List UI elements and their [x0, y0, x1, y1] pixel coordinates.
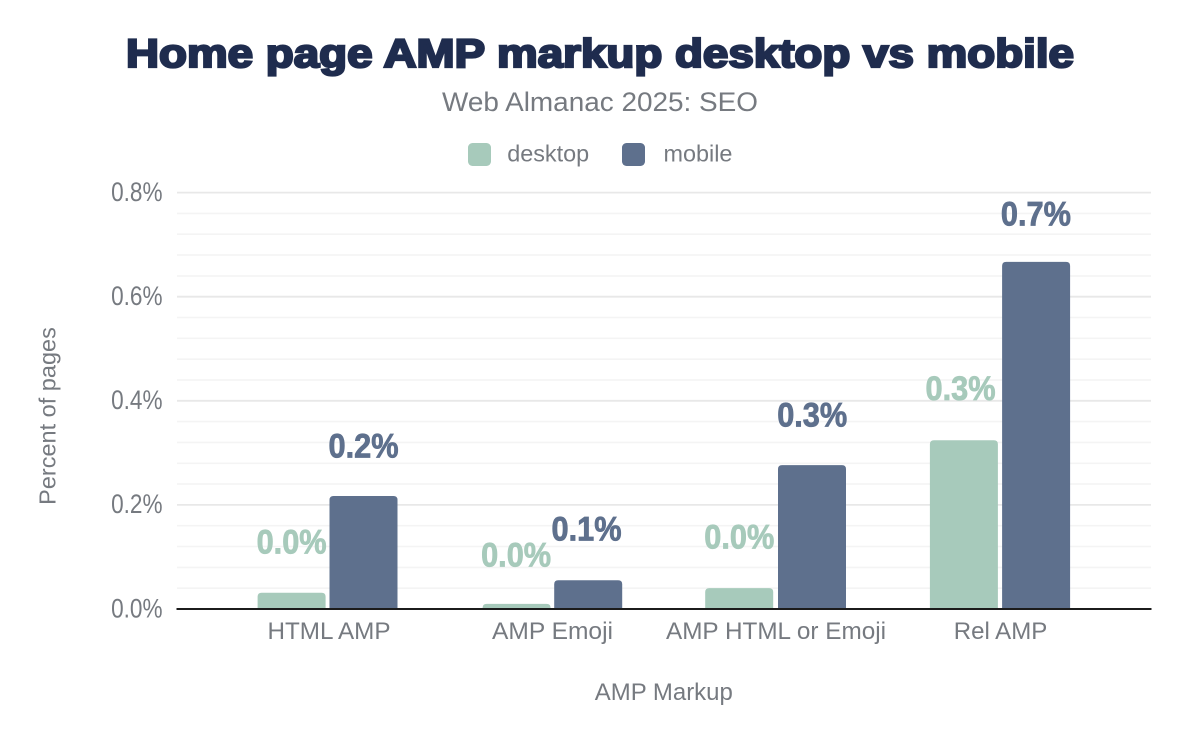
- svg-text:0.0%: 0.0%: [481, 537, 551, 575]
- svg-text:0.0%: 0.0%: [257, 524, 327, 562]
- svg-text:Rel AMP: Rel AMP: [954, 618, 1048, 645]
- svg-text:Percent of pages: Percent of pages: [35, 327, 61, 505]
- svg-text:0.2%: 0.2%: [111, 489, 162, 519]
- svg-text:AMP Markup: AMP Markup: [595, 679, 733, 706]
- svg-text:0.3%: 0.3%: [926, 370, 996, 408]
- svg-text:HTML AMP: HTML AMP: [268, 618, 391, 645]
- svg-text:0.3%: 0.3%: [777, 396, 847, 434]
- svg-text:0.0%: 0.0%: [704, 518, 774, 556]
- svg-text:0.1%: 0.1%: [552, 511, 622, 549]
- svg-text:mobile: mobile: [664, 141, 733, 167]
- svg-text:0.6%: 0.6%: [111, 281, 162, 311]
- svg-text:Home page AMP markup desktop v: Home page AMP markup desktop vs mobile: [126, 32, 1074, 76]
- svg-text:0.7%: 0.7%: [1001, 196, 1071, 234]
- svg-text:AMP HTML or Emoji: AMP HTML or Emoji: [666, 618, 886, 645]
- svg-text:0.8%: 0.8%: [111, 177, 162, 207]
- svg-text:desktop: desktop: [507, 141, 589, 167]
- svg-text:AMP Emoji: AMP Emoji: [492, 618, 613, 645]
- svg-text:0.4%: 0.4%: [111, 385, 162, 415]
- svg-text:0.2%: 0.2%: [329, 427, 399, 465]
- svg-text:Web Almanac 2025: SEO: Web Almanac 2025: SEO: [442, 87, 758, 117]
- svg-text:0.0%: 0.0%: [111, 593, 162, 623]
